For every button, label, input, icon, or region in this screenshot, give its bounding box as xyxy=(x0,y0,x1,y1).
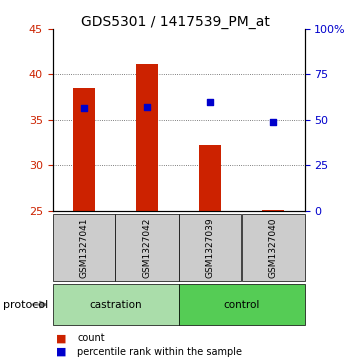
Bar xyxy=(73,88,95,211)
Text: ■: ■ xyxy=(56,347,66,357)
Text: protocol: protocol xyxy=(4,299,49,310)
Bar xyxy=(199,145,221,211)
Text: castration: castration xyxy=(89,299,142,310)
Text: percentile rank within the sample: percentile rank within the sample xyxy=(77,347,242,357)
Text: control: control xyxy=(223,299,260,310)
Text: GSM1327042: GSM1327042 xyxy=(142,217,152,278)
Text: GSM1327039: GSM1327039 xyxy=(205,217,215,278)
Point xyxy=(81,105,87,111)
Point xyxy=(270,119,276,125)
Text: ■: ■ xyxy=(56,333,66,343)
Point xyxy=(207,99,213,105)
Bar xyxy=(262,209,284,211)
Text: count: count xyxy=(77,333,105,343)
Text: GSM1327041: GSM1327041 xyxy=(79,217,89,278)
Point xyxy=(144,104,150,110)
Text: GDS5301 / 1417539_PM_at: GDS5301 / 1417539_PM_at xyxy=(80,15,270,29)
Bar xyxy=(136,64,158,211)
Text: GSM1327040: GSM1327040 xyxy=(268,217,278,278)
